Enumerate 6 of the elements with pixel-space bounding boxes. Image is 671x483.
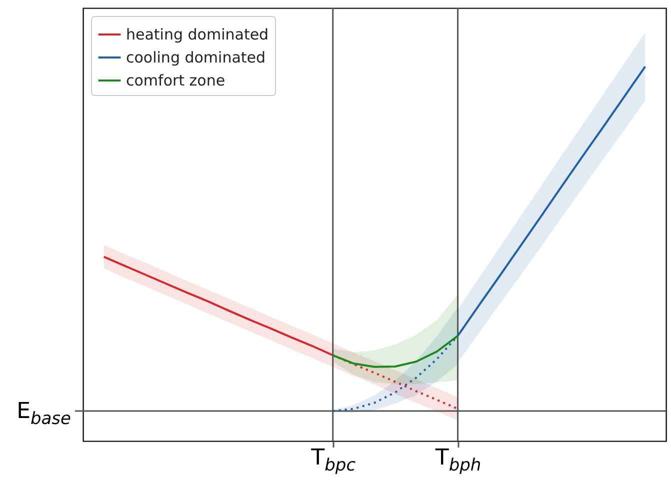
legend-label: cooling dominated xyxy=(126,48,266,66)
x-tick-label: T$_{bph}$ xyxy=(434,446,482,476)
x-tick-label: T$_{bpc}$ xyxy=(310,446,356,476)
legend-label: heating dominated xyxy=(126,26,269,44)
legend-label: comfort zone xyxy=(126,72,226,90)
ref-line-label: E$_{base}$ xyxy=(16,399,71,430)
